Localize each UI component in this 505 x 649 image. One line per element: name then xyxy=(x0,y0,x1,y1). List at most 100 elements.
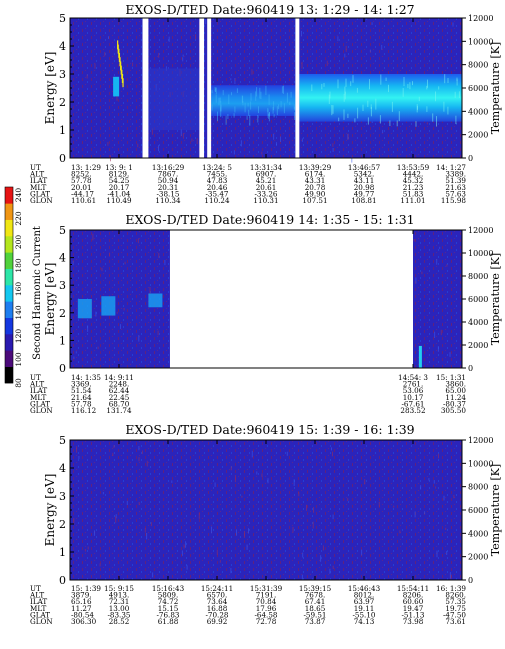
band-streak xyxy=(367,117,369,125)
orbit-row-label: UT xyxy=(30,373,41,382)
orbit-row-value: 13: 1:29 xyxy=(71,163,101,172)
noise-streak xyxy=(267,478,269,484)
orbit-row-value: 3879. xyxy=(71,591,92,600)
band-streak xyxy=(217,111,218,122)
noise-streak xyxy=(112,452,114,456)
orbit-row-value: 19.11 xyxy=(354,604,375,613)
band-streak xyxy=(214,87,216,92)
noise-streak xyxy=(219,560,221,563)
orbit-row-value: 7867. xyxy=(158,170,179,179)
y2-tick-label: 10000 xyxy=(468,249,493,258)
noise-streak xyxy=(382,129,384,134)
y-tick-label: 2 xyxy=(59,518,66,531)
noise-streak xyxy=(84,548,86,552)
noise-streak xyxy=(230,78,232,81)
band-streak xyxy=(337,79,339,89)
noise-streak xyxy=(214,482,216,487)
orbit-row-value: 57.78 xyxy=(71,399,92,408)
colorbar-tick-label: 80 xyxy=(14,378,23,388)
noise-streak xyxy=(72,260,74,266)
orbit-row-value: 73.87 xyxy=(305,617,326,626)
orbit-row-value: 18.65 xyxy=(305,604,326,613)
orbit-row-value: -35.47 xyxy=(205,189,228,198)
band-streak xyxy=(220,107,222,118)
noise-streak xyxy=(251,69,253,75)
noise-streak xyxy=(426,122,428,125)
orbit-row-value: 14: 9:11 xyxy=(104,373,134,382)
band-streak xyxy=(256,87,258,97)
band-streak xyxy=(218,97,220,106)
y-tick-label: 4 xyxy=(59,462,66,475)
noise-streak xyxy=(205,19,207,25)
noise-streak xyxy=(141,450,143,454)
data-gap xyxy=(142,18,149,158)
band-streak xyxy=(426,106,428,112)
band-streak xyxy=(227,114,229,119)
noise-streak xyxy=(149,287,151,294)
orbit-row-value: 8129. xyxy=(109,170,130,179)
noise-streak xyxy=(453,494,455,499)
y2-tick-label: 6000 xyxy=(468,506,488,515)
noise-streak xyxy=(115,514,117,519)
band-streak xyxy=(362,104,364,111)
orbit-row-label: GLON xyxy=(30,196,53,205)
band-streak xyxy=(268,111,270,122)
noise-streak xyxy=(164,259,166,266)
spectrogram-data-region xyxy=(70,440,462,580)
panel-p1: EXOS-D/TED Date:960419 13: 1:29 - 14: 1:… xyxy=(29,2,502,205)
band-streak xyxy=(427,79,428,88)
orbit-row-value: 28.52 xyxy=(109,617,130,626)
band-streak xyxy=(258,106,259,114)
orbit-row-value: 7678. xyxy=(305,591,326,600)
band-streak xyxy=(436,116,437,127)
y-tick-label: 2 xyxy=(59,307,66,320)
noise-streak xyxy=(301,30,302,37)
band-streak xyxy=(246,115,248,120)
noise-streak xyxy=(251,450,253,458)
band-streak xyxy=(367,100,369,107)
orbit-row-value: 69.92 xyxy=(207,617,228,626)
orbit-row-value: 19.75 xyxy=(445,604,466,613)
orbit-row-value: 15: 1:31 xyxy=(436,373,466,382)
band-streak xyxy=(283,103,285,114)
noise-streak xyxy=(198,512,200,519)
noise-streak xyxy=(144,527,146,533)
band-streak xyxy=(370,107,372,117)
noise-streak xyxy=(70,295,72,300)
noise-streak xyxy=(186,565,188,570)
orbit-row-value: 7191. xyxy=(256,591,277,600)
orbit-row-value: 14: 1:27 xyxy=(436,163,466,172)
band-streak xyxy=(280,101,282,108)
orbit-row-value: 3369. xyxy=(71,380,92,389)
band-streak xyxy=(231,92,232,96)
colorbar-tick-label: 180 xyxy=(14,258,23,273)
orbit-row-value: 131.74 xyxy=(106,406,132,415)
noise-streak xyxy=(182,54,184,57)
noise-streak xyxy=(446,264,448,267)
noise-streak xyxy=(443,495,445,501)
band-streak xyxy=(268,113,270,119)
orbit-row-value: 20.78 xyxy=(305,183,326,192)
band-streak xyxy=(447,78,449,83)
noise-streak xyxy=(107,142,109,146)
orbit-row-value: -38.15 xyxy=(156,189,179,198)
orbit-row-value: 115.98 xyxy=(441,196,467,205)
noise-streak xyxy=(158,252,160,258)
band-streak xyxy=(344,86,346,95)
orbit-row-value: 4913. xyxy=(109,591,130,600)
band-streak xyxy=(228,94,230,105)
orbit-row-value: -51.13 xyxy=(401,610,424,619)
band-streak xyxy=(345,78,347,87)
band-streak xyxy=(416,104,418,113)
y-tick-label: 5 xyxy=(59,224,66,237)
y-tick-label: 0 xyxy=(59,152,66,165)
orbit-row-value: 6570. xyxy=(207,591,228,600)
noise-streak xyxy=(445,527,447,530)
band-streak xyxy=(435,91,436,102)
orbit-row-value: 4442. xyxy=(403,170,424,179)
y2-tick-label: 0 xyxy=(468,576,473,585)
y2-tick-label: 10000 xyxy=(468,37,493,46)
y-axis-label: Energy [eV] xyxy=(43,52,57,125)
colorbar-segment xyxy=(5,236,13,253)
noise-streak xyxy=(216,550,218,555)
